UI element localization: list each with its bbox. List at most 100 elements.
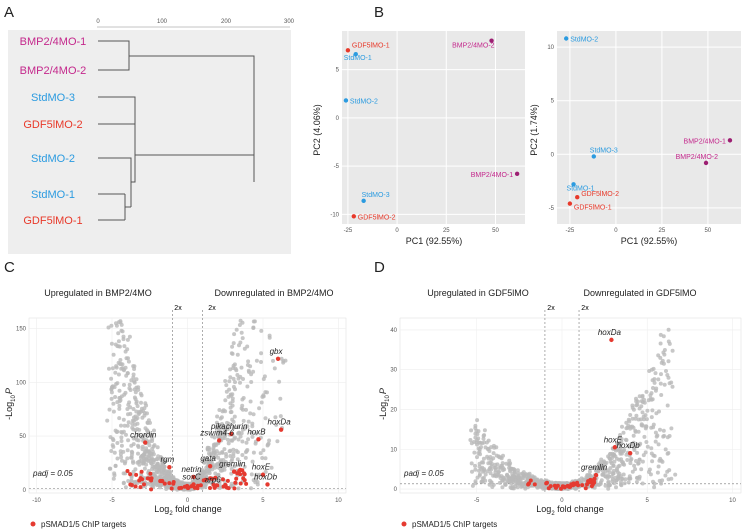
pca-point <box>351 214 357 219</box>
volcano-gene-point <box>503 482 508 487</box>
volcano-gene-point <box>214 449 219 454</box>
volcano-gene-point <box>149 432 153 437</box>
volcano-chip-target-point <box>592 480 597 485</box>
volcano-gene-point <box>152 481 157 486</box>
volcano-gene-point <box>121 337 126 342</box>
volcano-labeled-point <box>593 472 599 478</box>
pca-left-y-label: PC2 (4.06%) <box>312 104 322 156</box>
volcano-gene-point <box>125 456 130 461</box>
volcano-gene-point <box>109 376 114 381</box>
volcano-gene-point <box>476 451 481 456</box>
volcano-gene-point <box>662 382 667 387</box>
volcano-gene-point <box>120 458 124 463</box>
volcano-gene-point <box>607 483 611 488</box>
volcano-bmp-2x-right: 2x <box>208 305 216 312</box>
volcano-y-tick: 100 <box>16 380 27 386</box>
volcano-gene-point <box>122 382 126 387</box>
volcano-gene-point <box>240 407 245 412</box>
volcano-gene-point <box>117 406 122 411</box>
volcano-gene-point <box>238 434 243 439</box>
volcano-gene-point <box>491 451 496 456</box>
volcano-gene-point <box>122 392 127 397</box>
volcano-chip-target-point <box>137 478 142 483</box>
volcano-gene-point <box>116 372 121 377</box>
volcano-gene-point <box>207 480 212 485</box>
volcano-gene-point <box>257 472 262 477</box>
volcano-labeled-point <box>612 445 618 450</box>
volcano-gene-point <box>119 455 124 460</box>
volcano-chip-target-point <box>241 476 246 481</box>
pca-right-y-label: PC2 (1.74%) <box>529 104 539 156</box>
volcano-gene-point <box>234 327 239 332</box>
dendrogram-leaf-label: GDF5lMO-1 <box>23 215 82 227</box>
volcano-gene-point <box>606 486 611 491</box>
dendrogram-tick: 200 <box>221 19 232 25</box>
volcano-y-tick: 150 <box>16 327 27 333</box>
volcano-gene-point <box>246 419 251 424</box>
volcano-gene-point <box>229 410 234 414</box>
volcano-gene-point <box>261 394 266 399</box>
pca-x-tick: 25 <box>659 228 666 234</box>
volcano-chip-target-point <box>134 472 139 477</box>
volcano-gene-point <box>475 418 480 423</box>
volcano-gene-point <box>650 408 655 413</box>
volcano-gene-point <box>633 467 638 472</box>
volcano-labeled-point <box>212 485 217 490</box>
volcano-gene-point <box>246 368 251 373</box>
volcano-chip-target-point <box>198 483 203 488</box>
volcano-gene-point <box>230 396 235 401</box>
volcano-gene-point <box>532 475 537 480</box>
volcano-chip-target-point <box>167 481 172 486</box>
volcano-gdf-frame <box>399 317 742 494</box>
volcano-gene-point <box>630 416 635 421</box>
volcano-gene-point <box>500 485 505 490</box>
volcano-chip-target-point <box>528 478 533 483</box>
volcano-gene-point <box>634 413 639 418</box>
volcano-gene-point <box>206 459 211 464</box>
volcano-x-tick: -5 <box>109 498 115 504</box>
volcano-gene-point <box>640 393 645 398</box>
volcano-gene-point <box>654 411 659 416</box>
volcano-gene-point <box>200 474 205 479</box>
volcano-chip-target-point <box>171 481 176 486</box>
volcano-y-tick: 50 <box>19 434 26 440</box>
volcano-gene-point <box>661 334 666 339</box>
volcano-gene-point <box>267 335 272 340</box>
volcano-gene-point <box>642 434 647 439</box>
volcano-gene-point <box>198 470 203 475</box>
volcano-gene-point <box>126 479 131 483</box>
volcano-gene-point <box>119 439 124 443</box>
volcano-gene-point <box>639 404 644 409</box>
volcano-gene-point <box>224 389 229 394</box>
volcano-gene-point <box>118 449 123 454</box>
volcano-x-tick: 10 <box>335 498 342 504</box>
volcano-gene-point <box>216 455 221 460</box>
volcano-chip-target-point <box>580 483 585 488</box>
volcano-gene-point <box>477 472 482 477</box>
volcano-gene-point <box>644 440 649 444</box>
volcano-bmp-x-label: Log2 fold change <box>154 504 221 517</box>
volcano-gene-point <box>229 438 234 443</box>
volcano-gene-point <box>133 414 138 419</box>
volcano-gene-point <box>224 454 229 459</box>
volcano-gene-point <box>227 379 232 384</box>
volcano-gene-point <box>633 416 638 421</box>
volcano-gene-point <box>241 418 246 423</box>
volcano-gene-point <box>251 478 256 483</box>
volcano-gene-point <box>610 479 615 484</box>
volcano-gene-point <box>636 429 641 434</box>
volcano-gene-point <box>228 454 233 458</box>
volcano-gene-point <box>158 465 162 470</box>
volcano-gene-point <box>251 412 256 417</box>
volcano-gene-point <box>258 451 263 456</box>
pca-x-tick: 25 <box>443 228 450 234</box>
volcano-gene-point <box>114 364 119 369</box>
pca-point-label: StdMO-3 <box>362 192 390 199</box>
volcano-gene-point <box>636 417 641 422</box>
volcano-gene-point <box>116 331 121 336</box>
volcano-gene-point <box>630 405 635 410</box>
volcano-gene-point <box>136 387 141 392</box>
volcano-gene-point <box>638 441 643 446</box>
